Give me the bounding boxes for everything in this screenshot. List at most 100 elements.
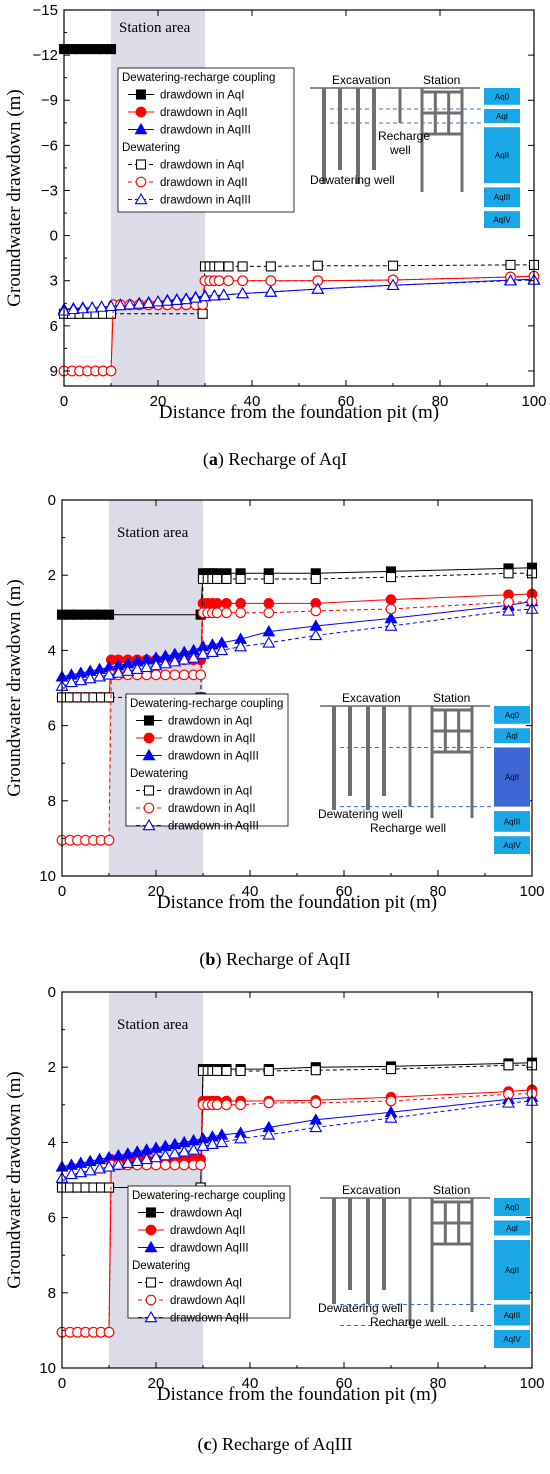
- y-axis-label: Groundwater drawdown (m): [4, 579, 25, 796]
- data-point: [105, 365, 117, 377]
- data-point: [215, 643, 229, 656]
- data-point: [168, 655, 182, 667]
- data-point: [221, 1099, 232, 1111]
- data-point: [205, 1137, 219, 1150]
- data-point: [262, 624, 276, 637]
- data-point: [177, 653, 191, 665]
- data-point: [310, 605, 322, 617]
- y-tick-label: 2: [48, 567, 56, 584]
- data-point: [93, 670, 107, 682]
- data-point: [221, 1065, 232, 1077]
- y-tick-label: 10: [39, 1360, 56, 1377]
- data-point: [83, 671, 97, 684]
- data-point: [234, 1132, 248, 1144]
- legend-group-title: Dewatering: [122, 142, 180, 154]
- legend-entry: drawdown in AqI: [168, 716, 252, 728]
- dewatering-well-icon: [338, 88, 342, 170]
- x-tick-label: 60: [336, 1375, 353, 1392]
- station-area-label: Station area: [117, 525, 189, 541]
- data-point: [502, 604, 515, 616]
- station-pile: [470, 706, 474, 818]
- x-tick-label: 40: [244, 393, 261, 410]
- recharge-well-icon: [398, 88, 402, 123]
- data-point: [213, 275, 225, 287]
- recharge-well-icon: [408, 1198, 412, 1326]
- legend-marker: [134, 192, 148, 205]
- data-point: [177, 1145, 191, 1157]
- data-point: [205, 645, 219, 658]
- data-point: [235, 598, 246, 609]
- aquifer-layer-aq0: [494, 706, 530, 724]
- data-point: [74, 1165, 88, 1178]
- x-tick-label: 80: [432, 393, 449, 410]
- caption-paren: (: [199, 949, 205, 970]
- legend-marker: [135, 106, 147, 118]
- y-tick-label: 0: [48, 492, 56, 509]
- data-point: [149, 658, 163, 671]
- legend-group-title: Dewatering-recharge coupling: [130, 698, 283, 710]
- data-point: [102, 668, 116, 680]
- x-tick-label: 60: [336, 883, 353, 900]
- data-point: [387, 260, 399, 271]
- data-point: [130, 662, 144, 674]
- legend-marker: [135, 176, 147, 188]
- data-point: [93, 1162, 107, 1174]
- data-point: [111, 666, 125, 678]
- legend-marker: [145, 1207, 157, 1218]
- x-tick-label: 20: [150, 393, 167, 410]
- x-tick-label: 60: [338, 393, 355, 410]
- legend-entry: drawdown in AqI: [168, 786, 252, 798]
- x-tick-label: 20: [148, 1375, 165, 1392]
- legend-group-title: Dewatering-recharge coupling: [132, 1190, 285, 1202]
- data-point: [158, 1148, 172, 1161]
- y-tick-label: −15: [33, 2, 58, 19]
- aquifer-layer-label: Aq0: [505, 711, 520, 720]
- inset-schematic: Excavation Station Aq0 AqI AqII AqIII AqIV Rech…: [310, 73, 520, 228]
- station-pile: [430, 706, 434, 818]
- caption-letter: c: [203, 1434, 211, 1454]
- legend-marker: [145, 1277, 157, 1288]
- aquifer-layer-label: AqIII: [504, 817, 520, 826]
- panel-caption: (a) Recharge of AqI: [203, 449, 347, 470]
- inset-recharge-well-label: Recharge: [378, 129, 430, 143]
- legend-entry: drawdown in AqII: [160, 107, 248, 119]
- y-tick-label: 3: [50, 273, 58, 290]
- legend-marker: [142, 748, 156, 761]
- data-point: [130, 1154, 144, 1166]
- aquifer-layer-aqi: [494, 728, 530, 743]
- x-tick-label: 80: [430, 1375, 447, 1392]
- legend: Dewatering-recharge coupling drawdown AqI…: [127, 1185, 291, 1325]
- data-point: [211, 607, 223, 619]
- aquifer-layer-aqiv: [494, 1330, 530, 1348]
- legend-marker: [134, 122, 148, 135]
- legend-marker: [144, 1240, 158, 1253]
- data-point: [235, 1099, 246, 1111]
- data-point: [265, 275, 277, 287]
- caption-text: Recharge of AqIII: [222, 1434, 353, 1454]
- y-axis-label: Groundwater drawdown (m): [4, 1071, 25, 1288]
- dewatering-well-icon: [332, 706, 336, 810]
- data-point: [170, 293, 184, 306]
- data-point: [187, 1143, 201, 1155]
- data-point: [169, 669, 181, 681]
- dewatering-well-icon: [382, 1198, 386, 1290]
- data-point: [76, 301, 90, 314]
- station-pile: [420, 88, 424, 192]
- inset-station-label: Station: [423, 73, 460, 87]
- x-tick-label: 20: [148, 883, 165, 900]
- y-tick-label: 6: [48, 1210, 56, 1227]
- caption-letter: b: [205, 949, 215, 969]
- inset-station-label: Station: [433, 1183, 470, 1197]
- data-point: [211, 1099, 223, 1111]
- legend-group-title: Dewatering: [132, 1260, 190, 1272]
- data-point: [113, 298, 127, 311]
- data-point: [237, 261, 248, 272]
- data-point: [140, 660, 154, 673]
- legend-entry: drawdown in AqIII: [168, 751, 259, 763]
- legend-entry: drawdown in AqI: [160, 90, 244, 102]
- y-tick-label: 4: [48, 1134, 56, 1151]
- x-tick-label: 40: [242, 1375, 259, 1392]
- data-point: [66, 302, 80, 315]
- inset-schematic: Excavation Station Aq0 AqI AqII AqIII AqIV Dewa…: [318, 691, 530, 854]
- dewatering-well-icon: [348, 706, 352, 796]
